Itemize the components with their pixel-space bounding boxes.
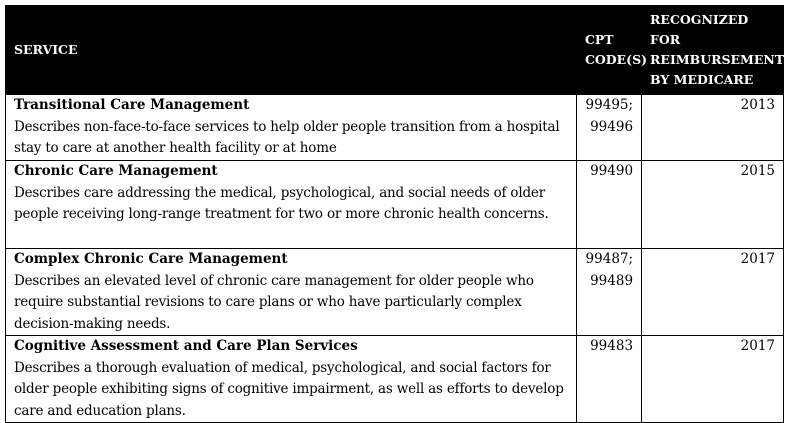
service-description: Describes non-face-to-face services to h… xyxy=(14,118,560,157)
service-cell: Chronic Care Management Describes care ad… xyxy=(5,160,577,249)
header-service: SERVICE xyxy=(5,5,577,95)
header-cpt-codes: CPT CODE(S) xyxy=(575,5,647,95)
service-cell: Transitional Care Management Describes no… xyxy=(5,94,577,161)
cpt-codes: 99483 xyxy=(575,335,643,423)
year: 2013 xyxy=(641,94,784,161)
table-row: Complex Chronic Care Management Describes… xyxy=(5,248,784,336)
year: 2015 xyxy=(641,160,784,249)
table-row: Cognitive Assessment and Care Plan Servi… xyxy=(5,335,784,423)
service-cell: Complex Chronic Care Management Describes… xyxy=(5,248,577,336)
year: 2017 xyxy=(641,335,784,423)
service-name: Chronic Care Management xyxy=(14,163,218,179)
service-name: Complex Chronic Care Management xyxy=(14,251,288,267)
services-table: SERVICE CPT CODE(S) RECOGNIZED FOR REIMB… xyxy=(5,5,784,423)
service-cell: Cognitive Assessment and Care Plan Servi… xyxy=(5,335,577,423)
header-recognized: RECOGNIZED FOR REIMBURSEMENT BY MEDICARE xyxy=(641,5,784,95)
table-row: Transitional Care Management Describes no… xyxy=(5,94,784,161)
service-name: Transitional Care Management xyxy=(14,97,250,113)
service-name: Cognitive Assessment and Care Plan Servi… xyxy=(14,338,358,354)
table-row: Chronic Care Management Describes care ad… xyxy=(5,160,784,249)
service-description: Describes an elevated level of chronic c… xyxy=(14,272,534,332)
header-row: SERVICE CPT CODE(S) RECOGNIZED FOR REIMB… xyxy=(5,5,784,95)
year: 2017 xyxy=(641,248,784,336)
service-description: Describes care addressing the medical, p… xyxy=(14,184,549,223)
cpt-codes: 99495; 99496 xyxy=(575,94,643,161)
service-description: Describes a thorough evaluation of medic… xyxy=(14,359,564,419)
cpt-codes: 99490 xyxy=(575,160,643,249)
cpt-codes: 99487; 99489 xyxy=(575,248,643,336)
